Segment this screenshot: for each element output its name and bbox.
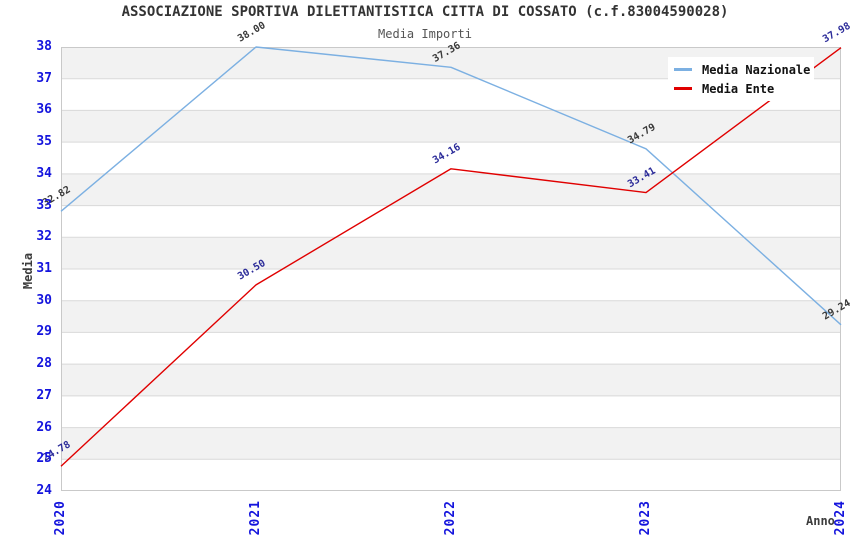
y-tick-label: 26 (36, 419, 52, 435)
legend: Media Nazionale Media Ente (668, 57, 814, 101)
legend-item-media-nazionale: Media Nazionale (674, 60, 811, 79)
legend-item-media-ente: Media Ente (674, 79, 808, 98)
y-tick-label: 25 (36, 451, 52, 467)
point-label: 37.98 (821, 21, 850, 46)
grid-band (61, 237, 841, 269)
x-axis-title: Anno (806, 514, 835, 528)
legend-label: Media Ente (702, 81, 775, 96)
x-tick-label: 2023 (638, 500, 653, 536)
plot-area: 32.82 38.00 37.36 34.79 29.24 24.78 30.50 34.16… (41, 20, 850, 491)
y-tick-label: 30 (36, 292, 52, 308)
y-tick-label: 35 (36, 134, 52, 150)
line-swatch-icon (674, 87, 692, 90)
grid-band (61, 110, 841, 143)
y-tick-label: 32 (36, 229, 52, 245)
x-tick-label: 2020 (53, 500, 68, 536)
grid-band (61, 364, 841, 396)
y-tick-label: 33 (36, 197, 52, 213)
plot-border (61, 47, 841, 491)
chart-subtitle: Media Importi (378, 27, 472, 41)
chart-svg: 32.8238.0037.3634.7929.2424.7830.5034.16… (41, 20, 850, 491)
point-label: 34.16 (431, 142, 463, 167)
line-swatch-icon (674, 68, 692, 71)
x-tick-label: 2022 (443, 500, 458, 536)
grid-band (61, 427, 841, 460)
y-tick-label: 24 (36, 483, 52, 498)
y-tick-label: 27 (36, 387, 52, 403)
y-tick-label: 28 (36, 356, 52, 372)
y-tick-label: 34 (36, 165, 52, 181)
series-line (60, 47, 842, 467)
grid-band (61, 173, 841, 206)
series-line (60, 46, 842, 326)
x-tick-label: 2021 (248, 500, 263, 536)
y-tick-label: 29 (36, 324, 52, 340)
y-tick-label: 36 (36, 102, 52, 118)
y-tick-label: 38 (36, 39, 52, 54)
legend-label: Media Nazionale (702, 62, 811, 77)
chart-title: ASSOCIAZIONE SPORTIVA DILETTANTISTICA CI… (121, 4, 729, 20)
y-tick-label: 31 (36, 261, 52, 276)
y-tick-label: 37 (36, 70, 52, 86)
grid-band (61, 300, 841, 333)
